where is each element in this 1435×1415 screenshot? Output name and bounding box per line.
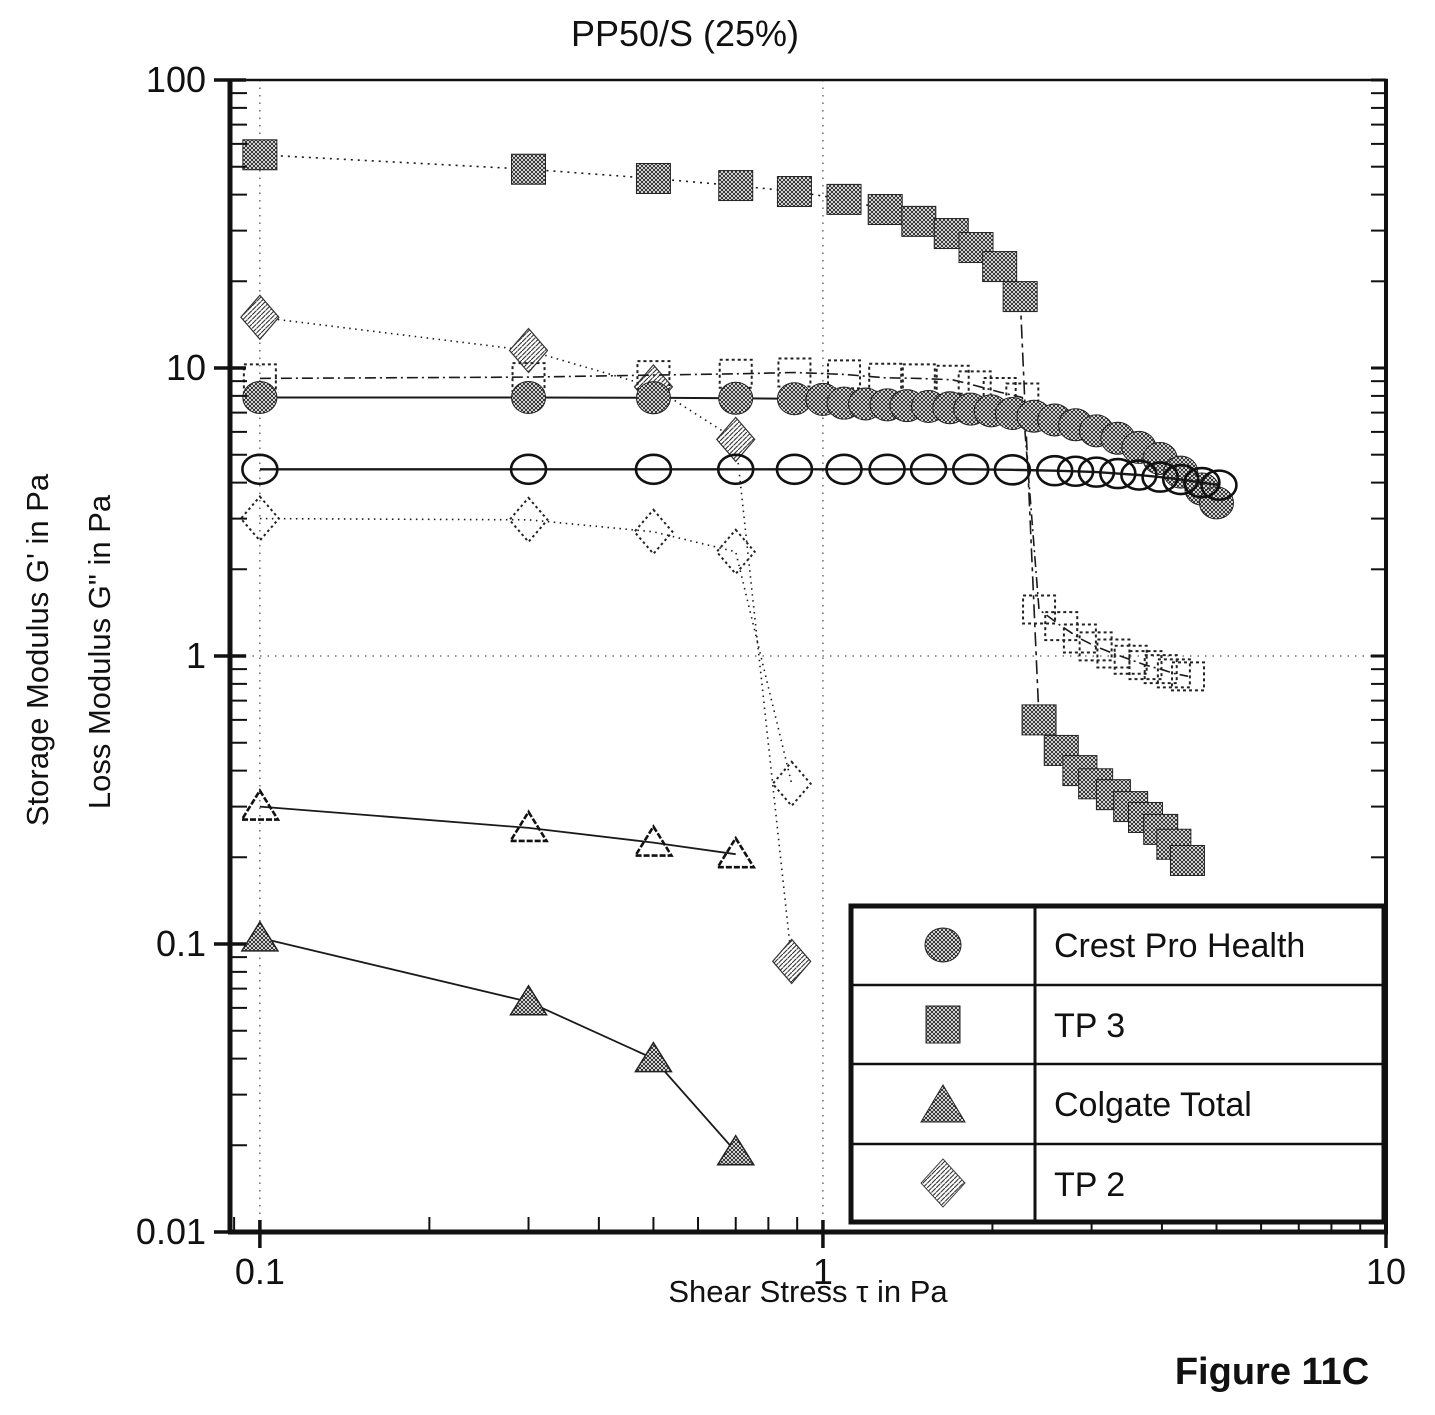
legend-label-crest: Crest Pro Health — [1054, 927, 1305, 965]
chart-title: PP50/S (25%) — [571, 13, 799, 54]
series-crest-g-prime — [242, 380, 1235, 520]
legend-label-tp3: TP 3 — [1054, 1007, 1125, 1045]
y-tick-label: 10 — [166, 347, 206, 388]
series-line — [259, 517, 793, 784]
y-axis-label-loss: Loss Modulus G" in Pa — [82, 494, 117, 809]
y-tick-label: 0.1 — [156, 923, 206, 964]
series-colgate-g-prime — [240, 920, 756, 1166]
series-tp3-g-prime — [242, 139, 1205, 876]
series-line — [259, 468, 1220, 487]
legend-square-dark-icon — [925, 1005, 961, 1044]
legend-diamond-light-icon — [920, 1158, 966, 1208]
series-line — [259, 937, 737, 1153]
figure-caption: Figure 11C — [1175, 1351, 1369, 1393]
series-line — [259, 805, 736, 856]
y-tick-label: 1 — [186, 635, 206, 676]
y-axis-label-storage: Storage Modulus G' in Pa — [20, 473, 55, 826]
y-tick-label: 100 — [146, 59, 206, 100]
y-tick-label: 0.01 — [136, 1211, 206, 1252]
legend-label-colgate: Colgate Total — [1054, 1086, 1252, 1124]
series-tp2-g-doubleprime — [239, 495, 812, 808]
series-line — [259, 371, 1189, 678]
series-tp3-g-doubleprime — [242, 357, 1206, 692]
legend: Crest Pro Health TP 3 Colgate Total TP 2 — [848, 903, 1387, 1225]
legend-circle-dark-icon — [924, 927, 962, 963]
x-axis-label: Shear Stress τ in Pa — [668, 1274, 948, 1309]
x-tick-label: 0.1 — [235, 1251, 285, 1292]
series-connector — [1019, 296, 1040, 720]
series-colgate-g-doubleprime — [239, 788, 757, 869]
gridlines — [230, 80, 1386, 1232]
x-tick-label: 1 — [813, 1251, 833, 1292]
series-crest-g-doubleprime — [241, 453, 1238, 501]
x-tick-label: 10 — [1366, 1251, 1406, 1292]
data-series — [239, 139, 1238, 1166]
series-line — [259, 316, 793, 962]
legend-label-tp2: TP 2 — [1054, 1166, 1125, 1204]
legend-triangle-dark-icon — [920, 1084, 966, 1123]
